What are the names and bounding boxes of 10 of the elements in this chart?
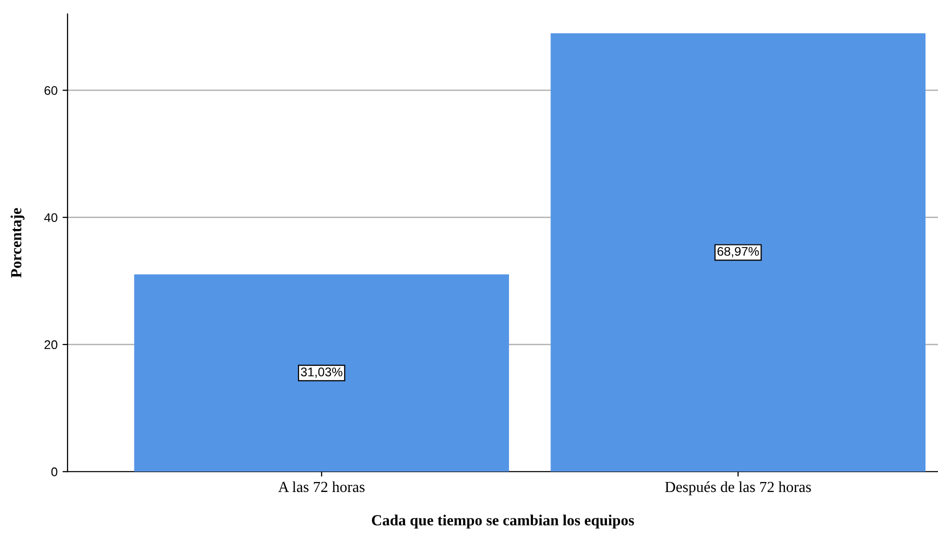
data-label: 31,03% (300, 368, 342, 378)
y-tick-label: 40 (44, 213, 58, 222)
x-tick-label: Después de las 72 horas (665, 481, 811, 496)
data-label: 68,97% (718, 246, 759, 258)
x-tick-label: A las 72 horas (278, 481, 365, 492)
y-axis-title: Porcentaje (10, 208, 24, 278)
x-axis-title: Cada que tiempo se cambian los equipos (372, 514, 634, 529)
y-tick-label: 0 (51, 467, 58, 476)
y-tick-label: 20 (44, 340, 58, 350)
y-tick-label: 60 (44, 86, 58, 95)
